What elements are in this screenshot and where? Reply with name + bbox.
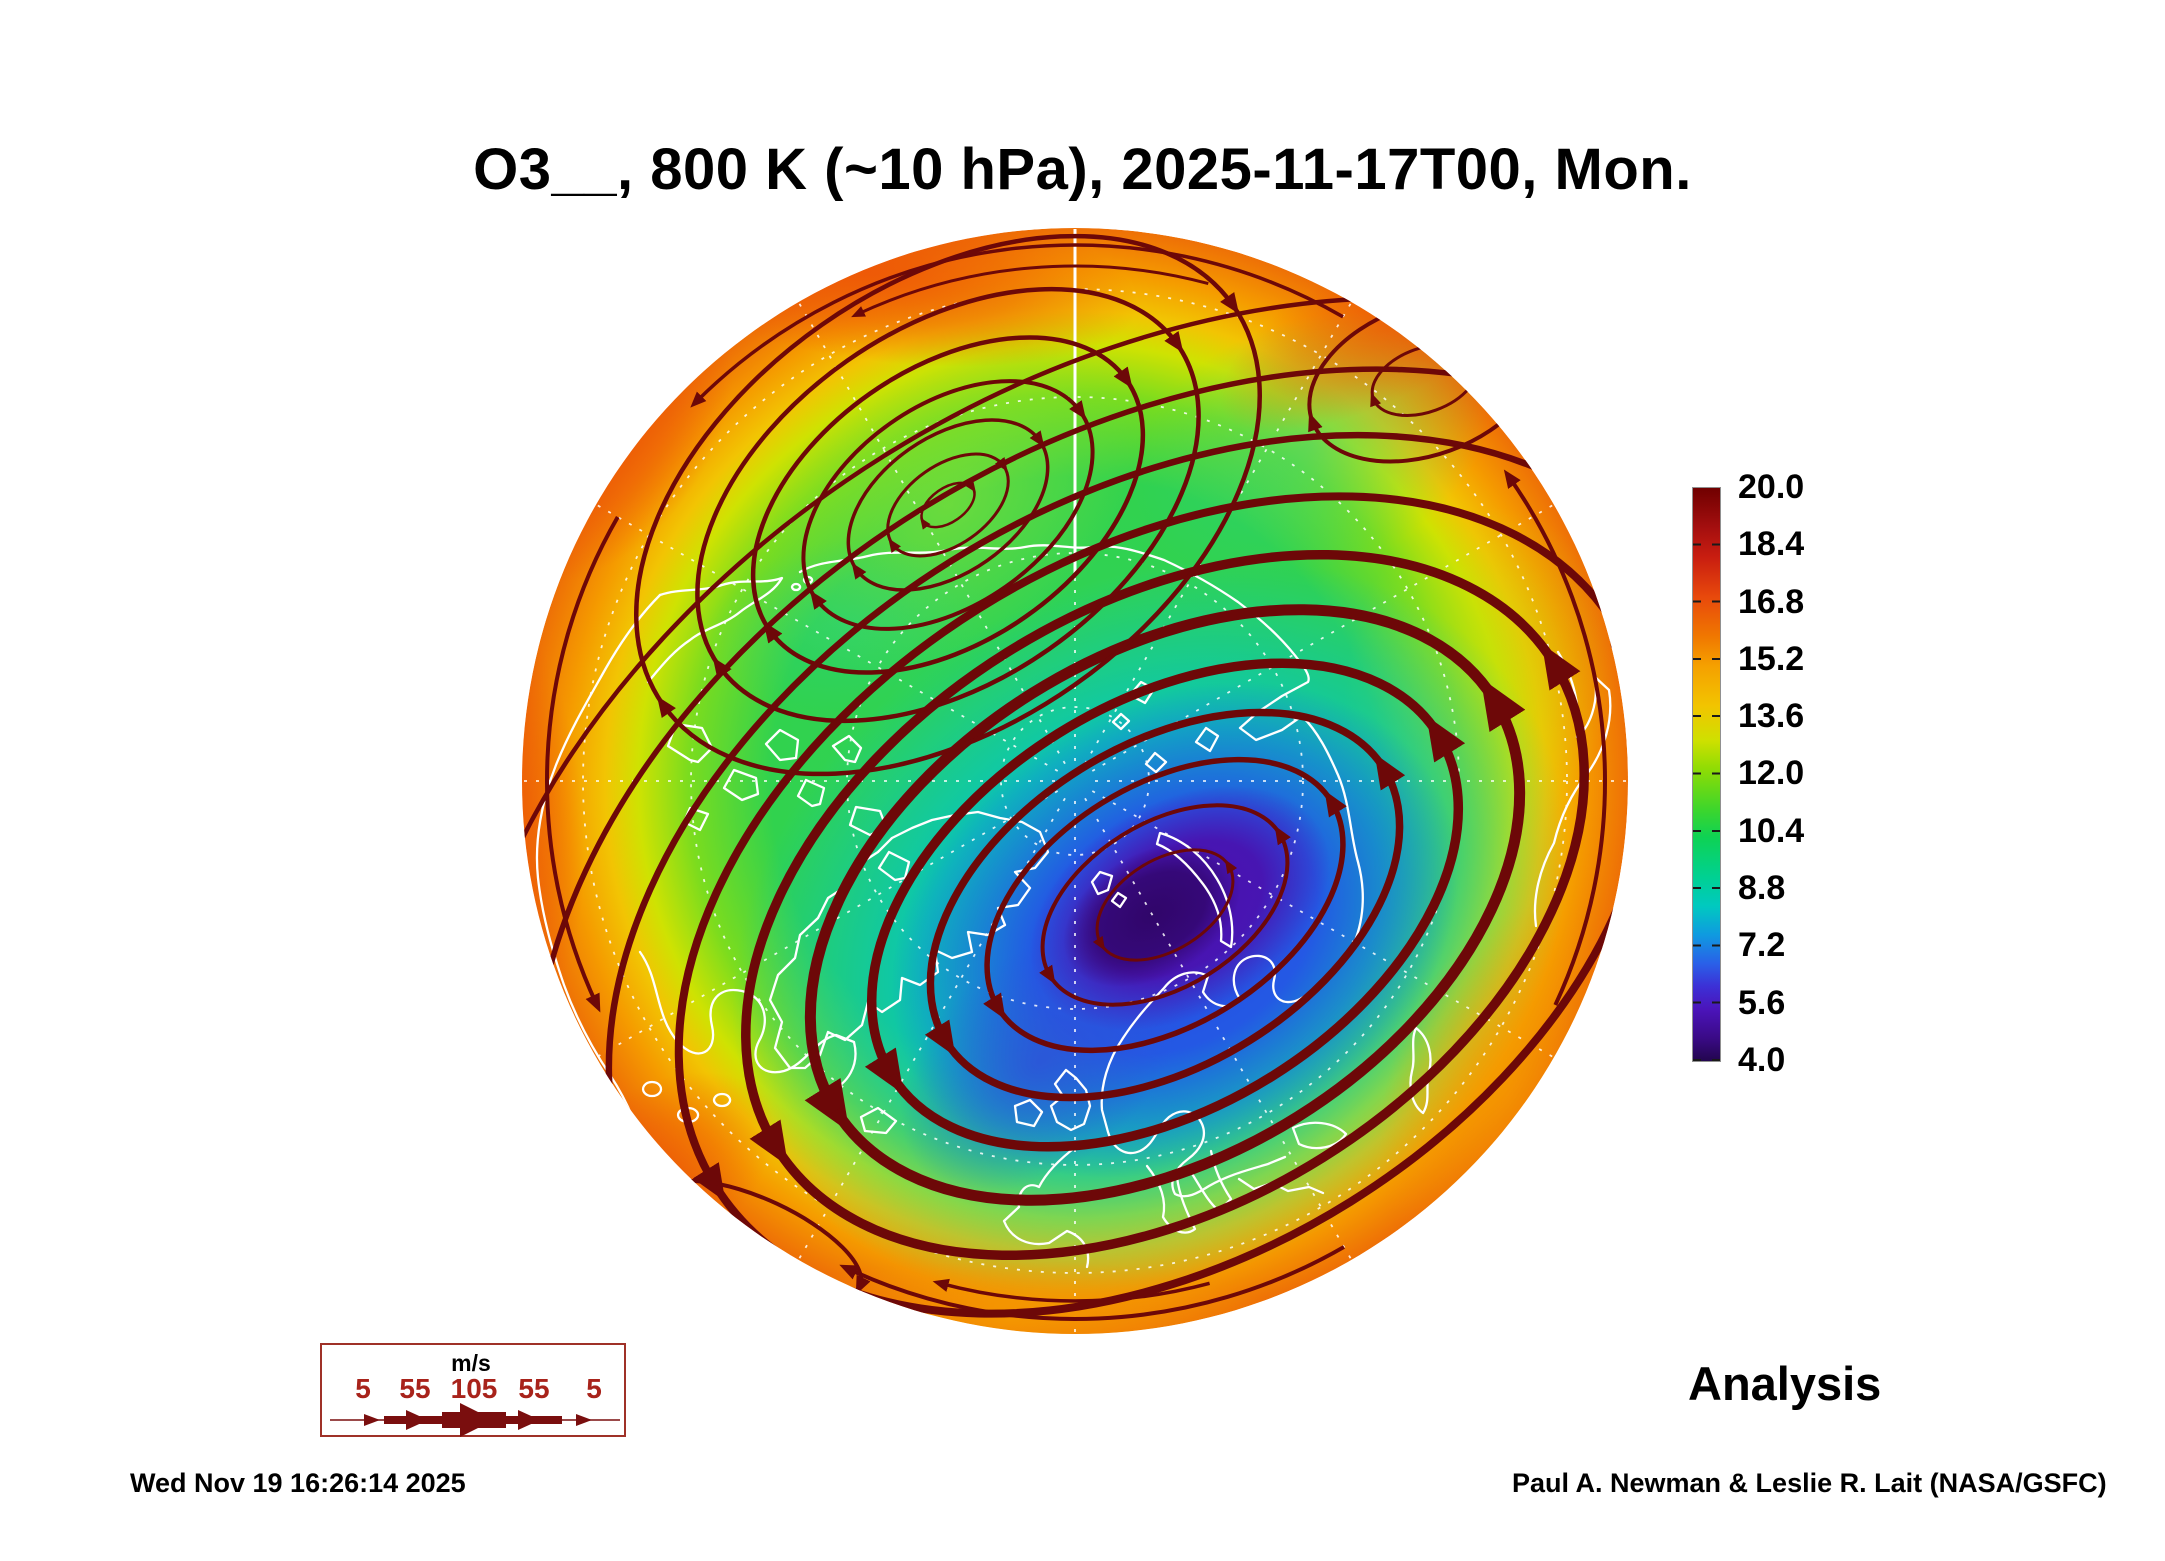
colorbar-tick-label: 15.2	[1738, 639, 1805, 678]
colorbar-ticks-left	[1693, 488, 1701, 1061]
colorbar-tick-label: 4.0	[1738, 1040, 1786, 1079]
wind-units-label: m/s	[451, 1350, 491, 1376]
credit: Paul A. Newman & Leslie R. Lait (NASA/GS…	[1512, 1468, 2107, 1498]
colorbar-gradient	[1692, 487, 1721, 1062]
colorbar-tick-label: 8.8	[1738, 869, 1786, 908]
colorbar-tick-label: 18.4	[1738, 525, 1805, 564]
colorbar-tick-label: 16.8	[1738, 582, 1805, 621]
wind-speed-label: 5	[586, 1373, 602, 1404]
generated-timestamp: Wed Nov 19 16:26:14 2025	[130, 1468, 466, 1498]
colorbar-tick-label: 5.6	[1738, 983, 1786, 1022]
wind-arrow-glyph	[330, 1403, 620, 1437]
colorbar-tick-label: 20.0	[1738, 468, 1805, 506]
colorbar-tick-label: 10.4	[1738, 811, 1805, 850]
colorbar-tick-label: 13.6	[1738, 697, 1805, 736]
analysis-label: Analysis	[1688, 1357, 1882, 1410]
wind-speed-label: 105	[450, 1373, 498, 1404]
wind-speed-label: 5	[355, 1373, 371, 1404]
wind-speed-label: 55	[518, 1373, 550, 1404]
wind-speed-labels: 5 55 105 55 5	[322, 1373, 624, 1404]
wind-speed-label: 55	[399, 1373, 431, 1404]
page-title: O3__, 800 K (~10 hPa), 2025-11-17T00, Mo…	[473, 137, 1692, 202]
colorbar-tick-label: 12.0	[1738, 754, 1805, 793]
colorbar-tick-label: 7.2	[1738, 926, 1786, 965]
colorbar-tick-labels: 20.0 18.4 16.8 15.2 13.6 12.0 10.4 8.8 7.2 5.6 4.0	[1738, 469, 1858, 1078]
colorbar-ticks-right	[1712, 488, 1720, 1061]
wind-speed-legend: m/s 5 55 105 55 5	[320, 1343, 626, 1437]
